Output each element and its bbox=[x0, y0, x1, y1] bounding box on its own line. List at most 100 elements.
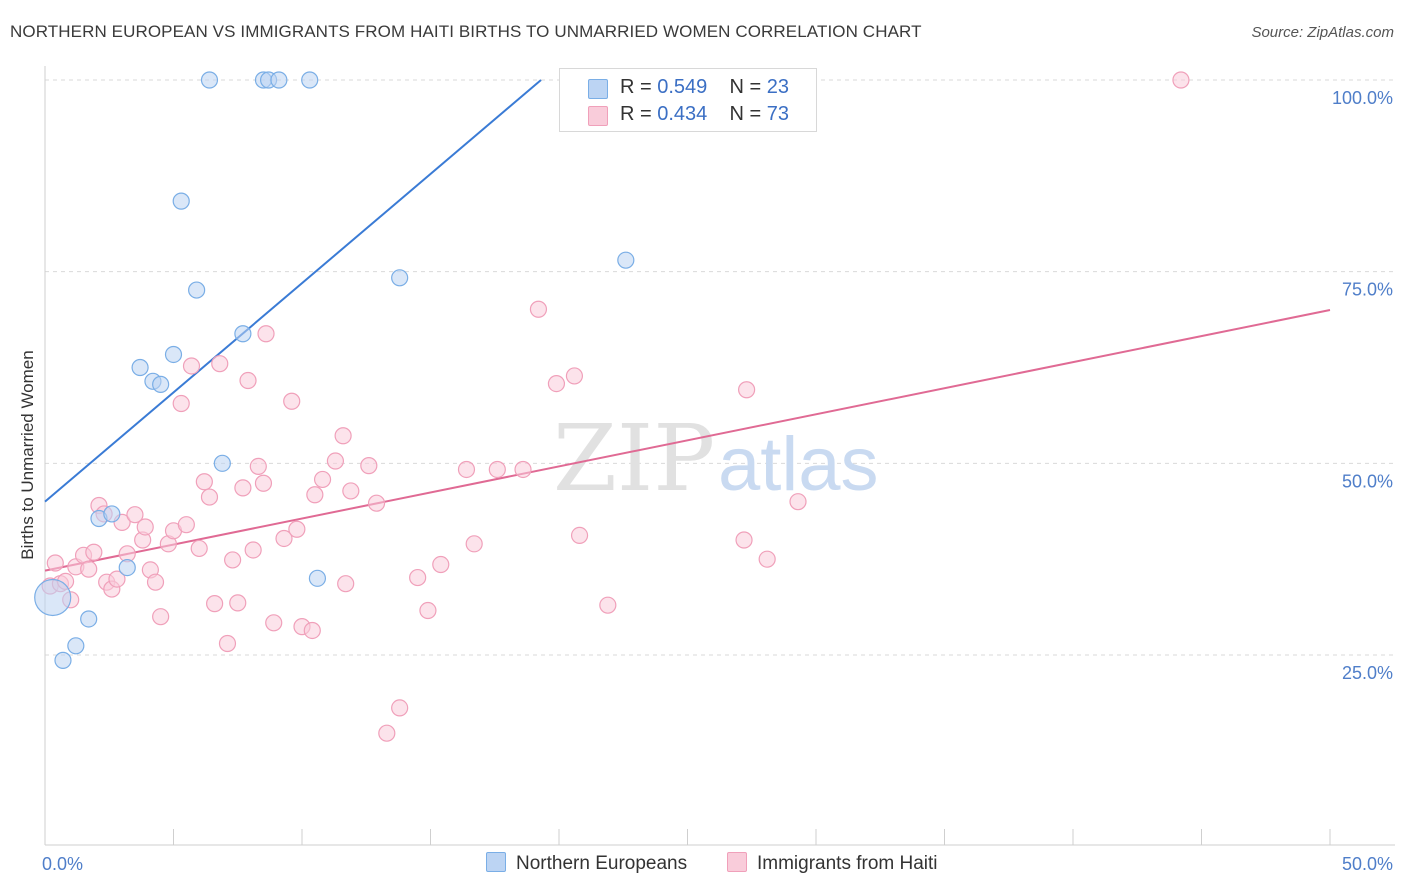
point-immigrant-haiti bbox=[758, 550, 776, 568]
trend-line-immigrants-from-haiti bbox=[44, 309, 1331, 572]
point-northern-european bbox=[34, 578, 72, 617]
point-immigrant-haiti bbox=[334, 427, 352, 445]
point-immigrant-haiti bbox=[190, 539, 208, 558]
point-northern-european bbox=[67, 637, 85, 655]
point-immigrant-haiti bbox=[529, 300, 548, 318]
point-immigrant-haiti bbox=[211, 355, 229, 373]
bottom-legend-northern-europeans: Northern Europeans bbox=[486, 852, 687, 875]
y-tick-label: 25.0% bbox=[1342, 663, 1393, 683]
point-immigrant-haiti bbox=[80, 560, 98, 578]
point-immigrant-haiti bbox=[108, 570, 126, 588]
point-immigrant-haiti bbox=[182, 357, 201, 375]
legend-r-value: 0.549 bbox=[657, 76, 708, 98]
watermark: ZIP atlas bbox=[553, 405, 879, 512]
data-points bbox=[34, 71, 1190, 742]
point-immigrant-haiti bbox=[409, 568, 427, 587]
point-immigrant-haiti bbox=[313, 470, 332, 489]
legend-n-value: 73 bbox=[766, 103, 790, 125]
point-immigrant-haiti bbox=[275, 529, 293, 548]
point-northern-european bbox=[172, 192, 190, 210]
point-northern-european bbox=[164, 345, 183, 364]
point-immigrant-haiti bbox=[419, 601, 437, 620]
point-immigrant-haiti bbox=[206, 595, 224, 613]
point-immigrant-haiti bbox=[152, 608, 170, 626]
point-immigrant-haiti bbox=[177, 516, 195, 534]
point-northern-european bbox=[131, 358, 149, 377]
point-northern-european bbox=[188, 281, 206, 299]
point-immigrant-haiti bbox=[378, 724, 396, 742]
point-immigrant-haiti bbox=[570, 526, 589, 545]
point-immigrant-haiti bbox=[1172, 71, 1190, 89]
point-immigrant-haiti bbox=[303, 621, 321, 640]
trend-line-northern-europeans bbox=[44, 79, 542, 503]
point-immigrant-haiti bbox=[85, 543, 103, 561]
point-immigrant-haiti bbox=[172, 394, 190, 413]
point-immigrant-haiti bbox=[306, 486, 324, 504]
watermark-zip: ZIP bbox=[553, 405, 715, 512]
legend-r-value: 0.434 bbox=[657, 103, 708, 125]
y-tick-label: 50.0% bbox=[1342, 471, 1393, 491]
x-tick-label: 50.0% bbox=[1342, 854, 1393, 874]
bottom-legend-label: Immigrants from Haiti bbox=[757, 853, 938, 874]
point-immigrant-haiti bbox=[249, 457, 267, 475]
point-northern-european bbox=[234, 325, 252, 343]
point-northern-european bbox=[617, 251, 635, 269]
point-immigrant-haiti bbox=[239, 371, 257, 390]
tick-labels: 100.0% 75.0% 50.0% 25.0% 0.0% 50.0% bbox=[42, 88, 1393, 874]
point-immigrant-haiti bbox=[465, 535, 483, 553]
x-tick-label: 0.0% bbox=[42, 854, 83, 874]
point-immigrant-haiti bbox=[547, 375, 566, 393]
y-tick-label: 100.0% bbox=[1332, 88, 1393, 108]
point-immigrant-haiti bbox=[738, 381, 756, 399]
point-northern-european bbox=[301, 71, 319, 89]
legend-n-label: N = bbox=[729, 76, 767, 98]
point-northern-european bbox=[152, 375, 170, 393]
point-immigrant-haiti bbox=[488, 460, 506, 479]
point-immigrant-haiti bbox=[735, 531, 753, 549]
point-immigrant-haiti bbox=[126, 506, 144, 524]
point-immigrant-haiti bbox=[457, 460, 476, 479]
point-immigrant-haiti bbox=[514, 460, 532, 479]
point-northern-european bbox=[118, 558, 136, 577]
point-immigrant-haiti bbox=[391, 699, 409, 717]
point-northern-european bbox=[308, 569, 327, 587]
point-immigrant-haiti bbox=[244, 541, 262, 559]
point-immigrant-haiti bbox=[218, 634, 237, 653]
bottom-legend-swatch-blue bbox=[486, 852, 506, 872]
chart-title: NORTHERN EUROPEAN VS IMMIGRANTS FROM HAI… bbox=[10, 22, 922, 41]
point-immigrant-haiti bbox=[254, 474, 273, 492]
legend-n-value: 23 bbox=[766, 76, 790, 98]
y-tick-label: 75.0% bbox=[1342, 280, 1393, 300]
point-immigrant-haiti bbox=[565, 367, 584, 385]
point-immigrant-haiti bbox=[146, 573, 165, 591]
point-northern-european bbox=[80, 610, 98, 628]
point-immigrant-haiti bbox=[224, 551, 242, 569]
point-northern-european bbox=[200, 71, 219, 89]
point-northern-european bbox=[213, 454, 231, 472]
legend-r-label: R = bbox=[620, 76, 658, 98]
gridlines bbox=[45, 79, 1395, 656]
point-northern-european bbox=[54, 651, 72, 669]
point-immigrant-haiti bbox=[229, 594, 247, 612]
point-immigrant-haiti bbox=[234, 479, 252, 497]
point-immigrant-haiti bbox=[326, 452, 345, 470]
point-immigrant-haiti bbox=[432, 555, 450, 574]
point-immigrant-haiti bbox=[342, 482, 360, 500]
point-immigrant-haiti bbox=[288, 520, 306, 538]
point-immigrant-haiti bbox=[136, 518, 154, 536]
chart-source: Source: ZipAtlas.com bbox=[1251, 24, 1394, 41]
legend-swatch-blue bbox=[588, 79, 608, 99]
legend-n-label: N = bbox=[729, 103, 767, 125]
point-immigrant-haiti bbox=[360, 457, 378, 475]
point-immigrant-haiti bbox=[46, 554, 64, 572]
bottom-legend-immigrants-from-haiti: Immigrants from Haiti bbox=[727, 852, 938, 875]
point-immigrant-haiti bbox=[200, 488, 219, 506]
watermark-atlas: atlas bbox=[718, 422, 879, 507]
legend-swatch-pink bbox=[588, 106, 608, 126]
point-immigrant-haiti bbox=[789, 493, 807, 511]
legend-r-label: R = bbox=[620, 103, 658, 125]
point-immigrant-haiti bbox=[257, 325, 275, 343]
bottom-legend-label: Northern Europeans bbox=[516, 853, 688, 874]
point-northern-european bbox=[103, 505, 121, 523]
